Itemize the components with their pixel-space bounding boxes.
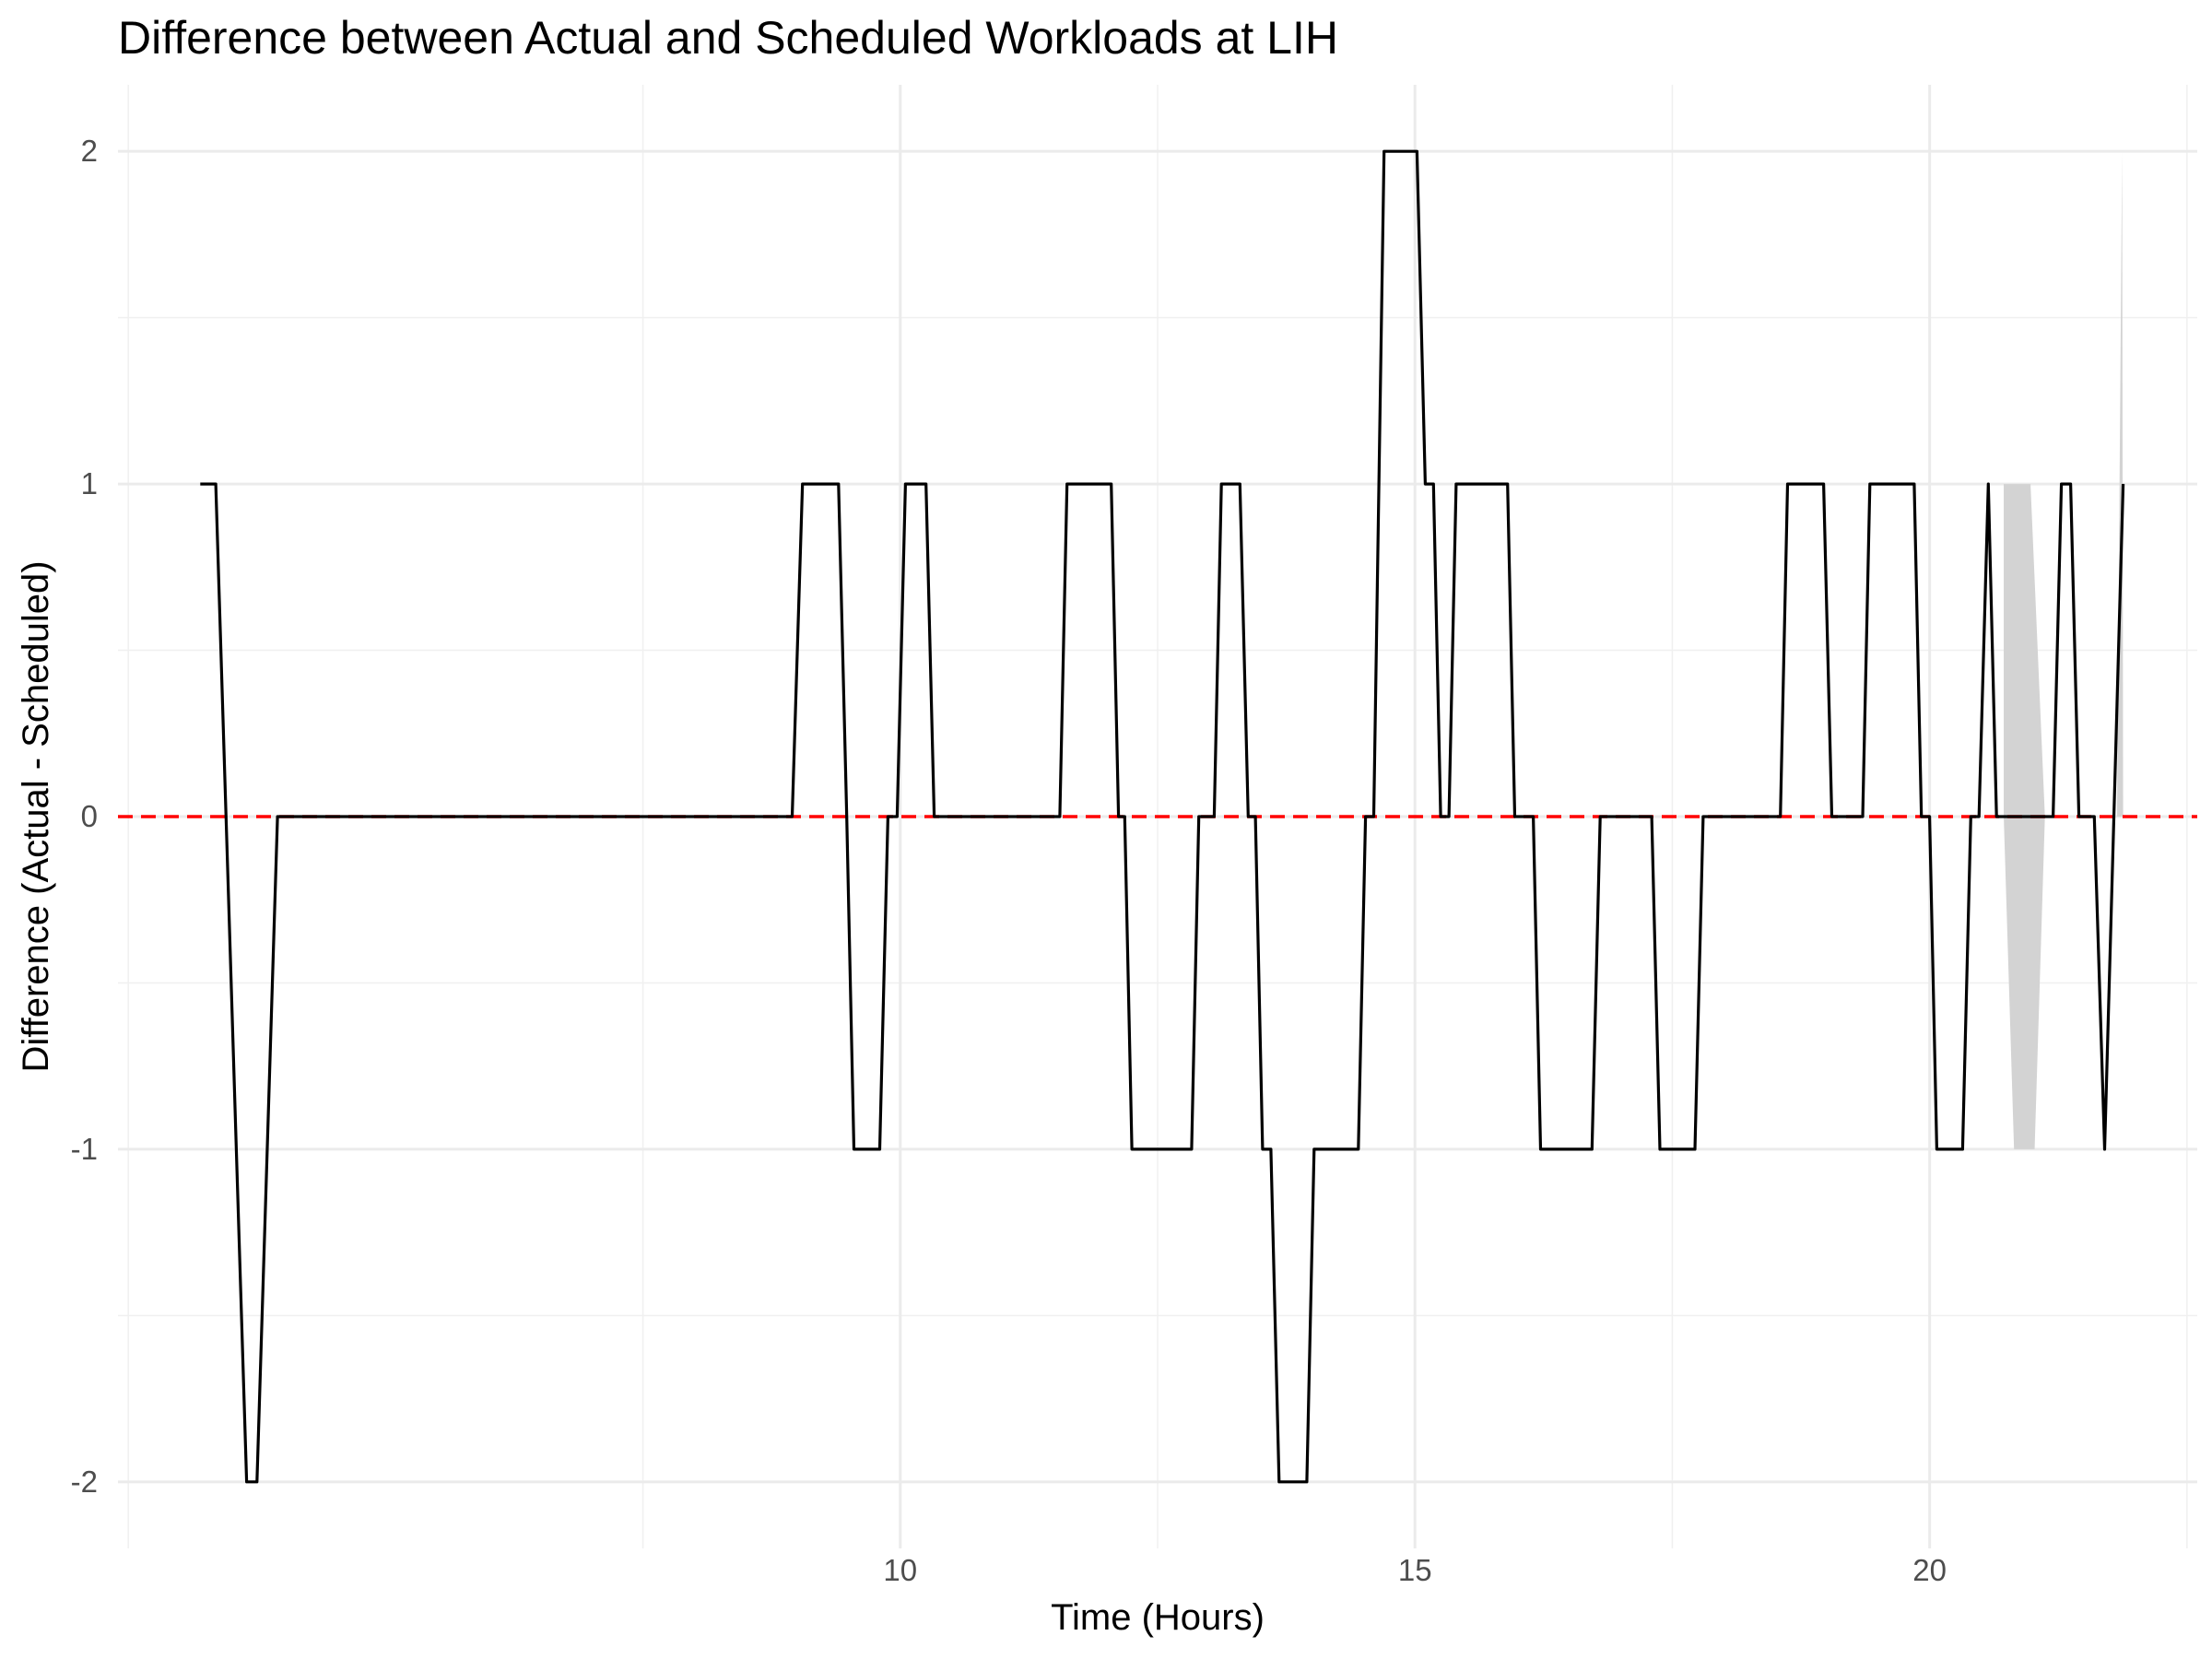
series-line — [200, 149, 2125, 1484]
x-axis-title: Time (Hours) — [1051, 1597, 1265, 1638]
y-axis-ticks: -2 -1 0 1 2 — [71, 134, 98, 1499]
y-tick-label: -2 — [71, 1465, 98, 1499]
y-tick-label: 2 — [81, 134, 98, 168]
x-tick-label: 20 — [1912, 1553, 1947, 1587]
x-axis-ticks: 10 15 20 — [883, 1553, 1947, 1587]
chart-title: Difference between Actual and Scheduled … — [118, 12, 1338, 64]
x-tick-label: 15 — [1398, 1553, 1432, 1587]
series-lines — [200, 149, 2125, 1484]
y-axis-title: Difference (Actual - Scheduled) — [16, 560, 56, 1072]
y-tick-label: -1 — [71, 1132, 98, 1166]
x-tick-label: 10 — [883, 1553, 917, 1587]
y-tick-label: 0 — [81, 799, 98, 833]
y-tick-label: 1 — [81, 466, 98, 500]
